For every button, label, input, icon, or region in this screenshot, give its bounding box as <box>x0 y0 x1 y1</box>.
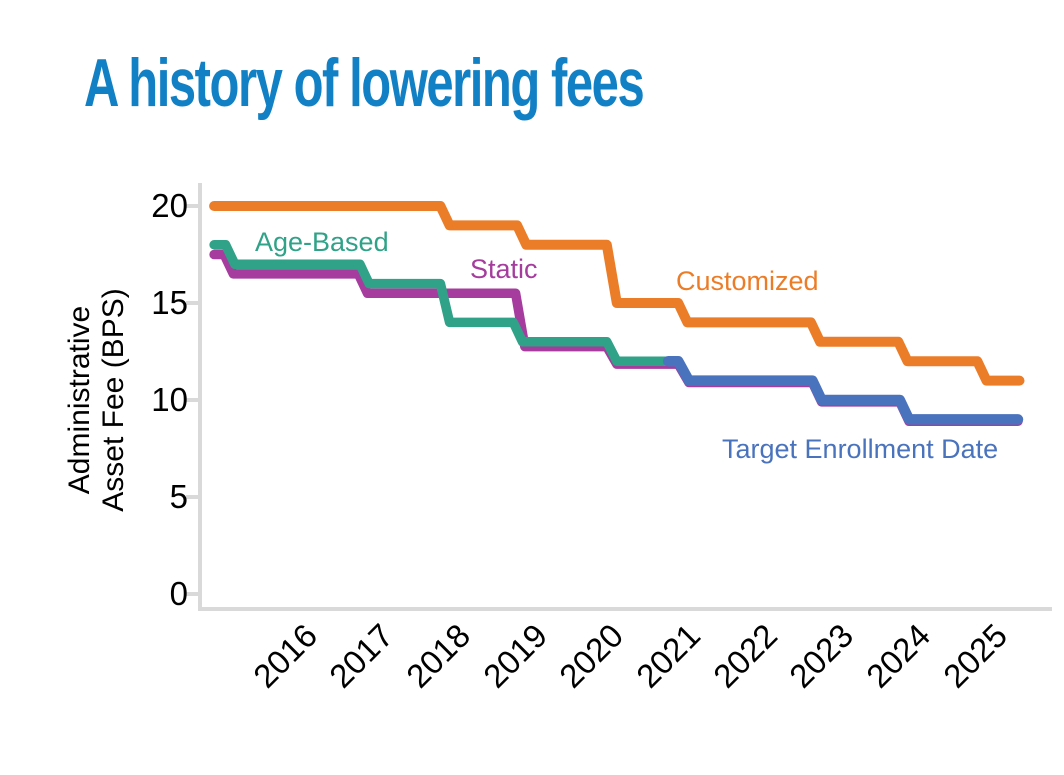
series-line-target-enrollment-date <box>662 355 1024 425</box>
series-label-customized: Customized <box>676 266 819 296</box>
series-label-target-enrollment-date: Target Enrollment Date <box>722 434 999 464</box>
page-title: A history of lowering fees <box>84 45 645 121</box>
y-tick-label: 10 <box>151 381 188 418</box>
y-axis-title-line1: Administrative <box>63 305 96 495</box>
series-line-customized <box>209 201 1025 386</box>
y-tick-label: 0 <box>169 575 188 612</box>
y-tick-label: 5 <box>169 478 188 515</box>
y-tick-label: 15 <box>151 284 188 321</box>
series-label-static: Static <box>470 254 538 284</box>
y-tick-label: 20 <box>151 187 188 224</box>
series-line-age-based <box>209 240 682 366</box>
series-label-age-based: Age-Based <box>255 227 389 257</box>
